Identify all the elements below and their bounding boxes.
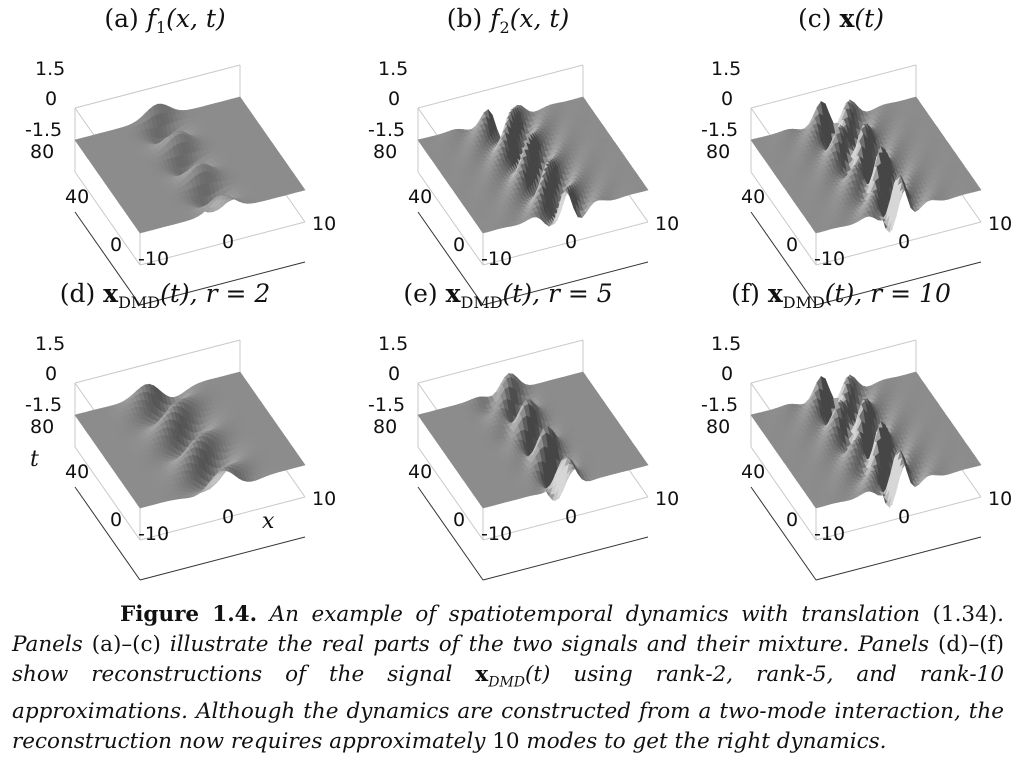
box-edge (417, 446, 484, 541)
box-edge (482, 221, 649, 266)
box-edge (417, 64, 584, 109)
x-tick-label: -10 (138, 523, 170, 545)
box-edge (750, 64, 917, 109)
x-axis-label: x (262, 509, 275, 534)
box-edge (74, 64, 241, 109)
surface-plot (417, 339, 649, 581)
panel-d: (d) xDMD(t), r = 2 1.5 0 -1.5 80 40 0 -10 0 10 t x (0, 275, 336, 581)
axis-line (139, 536, 306, 581)
axis-line (417, 211, 484, 306)
x-tick-label: 10 (312, 213, 337, 235)
z-tick-label: 1.5 (35, 333, 66, 355)
z-tick-label: -1.5 (25, 119, 63, 141)
axis-line (815, 261, 982, 306)
panel-a: (a) f1(x, t) 1.5 0 -1.5 80 40 0 -10 0 10 (0, 0, 336, 306)
panel-title: (a) f1(x, t) (104, 4, 226, 37)
box-edge (417, 171, 484, 266)
surface (74, 96, 306, 234)
panel-e: (e) xDMD(t), r = 5 1.5 0 -1.5 80 40 0 -10 0 10 (343, 275, 679, 581)
surface-patch (298, 186, 306, 192)
surface-plot (750, 64, 982, 306)
panel-b: (b) f2(x, t) 1.5 0 -1.5 80 40 0 -10 0 10 (343, 0, 679, 306)
panel-title: (d) xDMD(t), r = 2 (59, 279, 271, 312)
t-tick-label: 0 (453, 234, 466, 256)
box-edge (815, 221, 982, 266)
box-edge (139, 496, 306, 541)
surface (417, 371, 649, 509)
x-tick-label: -10 (138, 248, 170, 270)
x-tick-label: -10 (814, 248, 846, 270)
z-tick-label: 1.5 (378, 58, 409, 80)
surface (750, 96, 982, 234)
z-tick-label: 0 (388, 88, 401, 110)
axis-line (74, 486, 141, 581)
x-tick-label: 0 (222, 506, 235, 528)
surface-plot (74, 339, 306, 581)
axis-line (139, 261, 306, 306)
x-tick-label: -10 (481, 248, 513, 270)
surface-patch (298, 461, 306, 467)
panel-title: (b) f2(x, t) (446, 4, 570, 37)
panel-title: (c) x(t) (798, 4, 884, 33)
t-tick-label: 0 (110, 234, 123, 256)
t-tick-label: 40 (65, 461, 90, 483)
box-edge (417, 339, 584, 384)
z-tick-label: 1.5 (711, 58, 742, 80)
t-axis-label: t (30, 447, 39, 472)
t-tick-label: 80 (30, 416, 55, 438)
box-edge (139, 221, 306, 266)
x-tick-label: 10 (655, 213, 680, 235)
axis-line (74, 211, 141, 306)
box-edge (750, 171, 817, 266)
surface-patch (974, 186, 982, 192)
t-tick-label: 0 (110, 509, 123, 531)
x-tick-label: 10 (988, 213, 1013, 235)
surface-patch (641, 186, 649, 192)
t-tick-label: 40 (408, 186, 433, 208)
t-tick-label: 40 (65, 186, 90, 208)
box-edge (74, 171, 141, 266)
surface-plot (74, 64, 306, 306)
surface-plot (417, 64, 649, 306)
x-tick-label: 10 (312, 488, 337, 510)
box-edge (74, 446, 141, 541)
t-tick-label: 80 (30, 141, 55, 163)
z-tick-label: -1.5 (368, 119, 406, 141)
z-tick-label: -1.5 (25, 394, 63, 416)
surface (74, 371, 306, 509)
x-tick-label: 0 (898, 231, 911, 253)
z-tick-label: 1.5 (35, 58, 66, 80)
axis-line (750, 211, 817, 306)
axis-line (482, 261, 649, 306)
t-tick-label: 80 (373, 141, 398, 163)
x-tick-label: 0 (222, 231, 235, 253)
box-edge (74, 339, 241, 384)
t-tick-label: 0 (786, 234, 799, 256)
panel-title: (e) xDMD(t), r = 5 (403, 279, 613, 312)
z-tick-label: 0 (721, 88, 734, 110)
panel-c: (c) x(t) 1.5 0 -1.5 80 40 0 -10 0 10 (676, 0, 1012, 306)
z-tick-label: 0 (45, 88, 58, 110)
t-tick-label: 40 (741, 186, 766, 208)
z-tick-label: -1.5 (701, 119, 739, 141)
box-edge (482, 496, 649, 541)
z-tick-label: 0 (45, 363, 58, 385)
figure: (a) f1(x, t) 1.5 0 -1.5 80 40 0 -10 0 10 (b) f2(… (0, 0, 1012, 581)
t-tick-label: 80 (706, 141, 731, 163)
x-tick-label: 0 (565, 231, 578, 253)
surface (417, 96, 649, 234)
